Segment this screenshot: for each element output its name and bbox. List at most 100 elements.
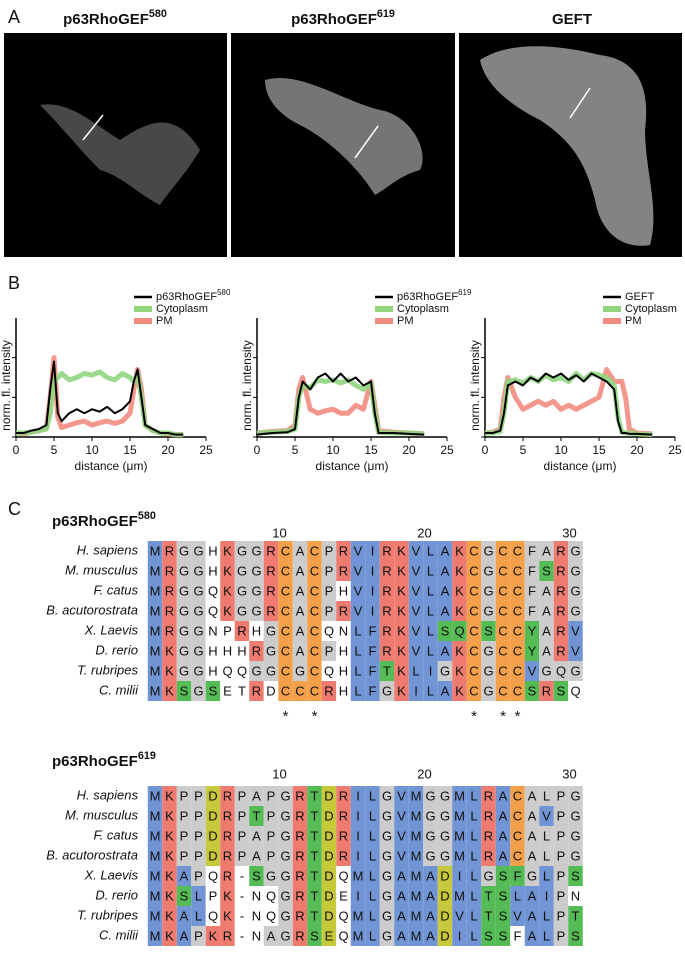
residue: R bbox=[295, 928, 304, 943]
residue: P bbox=[209, 888, 218, 903]
residue-cell bbox=[539, 846, 554, 866]
residue: Q bbox=[556, 663, 566, 678]
x-axis-label: distance (μm) bbox=[544, 459, 617, 473]
residue-cell bbox=[292, 681, 308, 701]
residue-cell bbox=[408, 906, 424, 926]
residue: G bbox=[251, 603, 261, 618]
residue-cell bbox=[234, 806, 250, 826]
residue-cell bbox=[278, 601, 293, 621]
residue-cell bbox=[553, 926, 569, 946]
residue: T bbox=[253, 808, 261, 823]
residue-cell bbox=[452, 661, 467, 681]
residue: Q bbox=[324, 663, 334, 678]
residue-cell bbox=[234, 846, 250, 866]
residue: D bbox=[324, 808, 333, 823]
residue: L bbox=[470, 928, 477, 943]
residue-cell bbox=[336, 621, 351, 641]
residue-cell bbox=[249, 846, 264, 866]
residue-cell bbox=[553, 661, 569, 681]
residue-cell bbox=[307, 886, 322, 906]
species-name: H. sapiens bbox=[77, 542, 139, 557]
residue-cell bbox=[191, 681, 206, 701]
residue-cell bbox=[176, 601, 192, 621]
image-title-sup: 580 bbox=[149, 8, 167, 20]
residue: M bbox=[150, 543, 161, 558]
residue: C bbox=[513, 808, 522, 823]
residue-cell bbox=[176, 561, 192, 581]
residue-cell bbox=[568, 641, 583, 661]
residue: G bbox=[179, 543, 189, 558]
cell bbox=[40, 104, 200, 205]
residue: D bbox=[324, 888, 333, 903]
residue-cell bbox=[539, 866, 554, 886]
residue: G bbox=[527, 868, 537, 883]
residue-cell bbox=[437, 541, 453, 561]
residue: - bbox=[240, 868, 244, 883]
residue: M bbox=[454, 888, 465, 903]
residue-cell bbox=[278, 906, 293, 926]
residue-cell bbox=[539, 621, 554, 641]
panel-label: A bbox=[8, 7, 20, 27]
residue: P bbox=[267, 828, 276, 843]
residue-cell bbox=[350, 806, 366, 826]
residue-cell bbox=[495, 601, 511, 621]
residue-cell bbox=[423, 846, 438, 866]
residue-cell bbox=[336, 561, 351, 581]
residue: P bbox=[557, 808, 566, 823]
residue: G bbox=[382, 928, 392, 943]
residue-cell bbox=[524, 786, 540, 806]
residue-cell bbox=[234, 621, 250, 641]
residue-cell bbox=[510, 621, 525, 641]
residue: A bbox=[542, 623, 551, 638]
species-name: B. acutorostrata bbox=[46, 602, 138, 617]
residue: R bbox=[339, 543, 348, 558]
residue-cell bbox=[437, 926, 453, 946]
residue-cell bbox=[162, 581, 177, 601]
residue: A bbox=[542, 643, 551, 658]
residue-cell bbox=[423, 786, 438, 806]
residue-cell bbox=[524, 681, 540, 701]
residue: A bbox=[528, 808, 537, 823]
residue: C bbox=[310, 683, 319, 698]
residue: C bbox=[469, 623, 478, 638]
residue-cell bbox=[336, 661, 351, 681]
residue: H bbox=[339, 583, 348, 598]
residue-cell bbox=[220, 681, 235, 701]
residue-cell bbox=[307, 661, 322, 681]
residue-cell bbox=[524, 601, 540, 621]
residue-cell bbox=[524, 661, 540, 681]
residue: P bbox=[238, 808, 247, 823]
residue-cell bbox=[437, 621, 453, 641]
residue: G bbox=[295, 663, 305, 678]
species-name: D. rerio bbox=[95, 642, 138, 657]
residue: M bbox=[150, 623, 161, 638]
residue: F bbox=[369, 623, 377, 638]
residue-cell bbox=[292, 826, 308, 846]
residue-cell bbox=[336, 846, 351, 866]
residue: M bbox=[150, 928, 161, 943]
series-line bbox=[15, 355, 184, 438]
residue-cell bbox=[162, 681, 177, 701]
residue-cell bbox=[423, 661, 438, 681]
y-axis-label: norm. fl. intensity bbox=[240, 340, 254, 431]
residue-cell bbox=[191, 866, 206, 886]
residue-cell bbox=[220, 926, 235, 946]
residue-cell bbox=[510, 541, 525, 561]
residue-cell bbox=[423, 601, 438, 621]
residue: S bbox=[542, 563, 551, 578]
residue: G bbox=[382, 888, 392, 903]
residue: G bbox=[280, 788, 290, 803]
residue: A bbox=[528, 908, 537, 923]
residue-cell bbox=[510, 886, 525, 906]
residue: G bbox=[280, 908, 290, 923]
residue: A bbox=[180, 908, 189, 923]
residue-cell bbox=[263, 541, 279, 561]
residue-cell bbox=[263, 786, 279, 806]
residue: R bbox=[556, 643, 565, 658]
residue-cell bbox=[553, 786, 569, 806]
residue: C bbox=[281, 543, 290, 558]
residue-cell bbox=[394, 906, 409, 926]
residue: P bbox=[325, 563, 334, 578]
residue: E bbox=[223, 683, 232, 698]
residue: I bbox=[429, 663, 433, 678]
